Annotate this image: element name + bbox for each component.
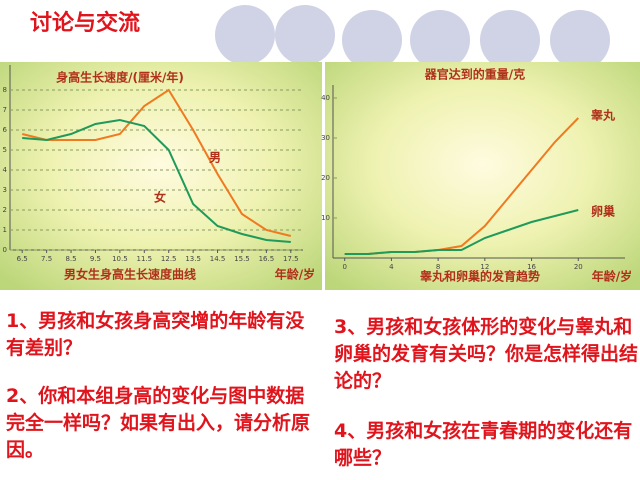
- question: 3、男孩和女孩体形的变化与睾丸和卵巢的发育有关吗？你是怎样得出结论的？: [334, 316, 639, 392]
- series-line: [22, 118, 291, 243]
- x-tick-label: 7.5: [41, 255, 52, 263]
- series-label: 男: [209, 151, 221, 165]
- y-tick-label: 7: [3, 106, 7, 114]
- x-tick-label: 17.5: [283, 255, 299, 263]
- y-tick-label: 4: [3, 166, 8, 174]
- x-tick-label: 14.5: [210, 255, 226, 263]
- chart-bg: [325, 62, 640, 290]
- y-tick-label: 40: [321, 94, 330, 102]
- decor: [215, 5, 610, 70]
- series-label: 睾丸: [591, 108, 616, 123]
- slide-title: 讨论与交流: [30, 10, 140, 36]
- x-tick-label: 10.5: [112, 255, 128, 263]
- x-tick-label: 6.5: [17, 255, 28, 263]
- question: 1、男孩和女孩身高突增的年龄有没有差别？: [6, 310, 305, 359]
- series-label: 女: [154, 190, 166, 205]
- x-tick-label: 0: [342, 263, 346, 271]
- x-axis-label: 年龄/岁: [275, 267, 315, 282]
- x-tick-label: 16: [527, 263, 536, 271]
- y-tick-label: 30: [321, 134, 330, 142]
- x-tick-label: 12.5: [161, 255, 177, 263]
- series-line: [344, 209, 579, 255]
- y-tick-label: 20: [321, 174, 330, 182]
- x-tick-label: 13.5: [185, 255, 201, 263]
- x-tick-label: 12: [480, 263, 489, 271]
- question: 2、你和本组身高的变化与图中数据完全一样吗？如果有出入，请分析原因。: [6, 385, 311, 461]
- series-label: 卵巢: [591, 204, 615, 219]
- y-tick-label: 1: [3, 226, 7, 234]
- y-tick-label: 10: [321, 214, 330, 222]
- y-tick-label: 5: [3, 146, 7, 154]
- question: 4、男孩和女孩在青春期的变化还有哪些？: [334, 420, 633, 469]
- y-tick-label: 0: [3, 246, 7, 254]
- x-tick-label: 20: [574, 263, 583, 271]
- chart-caption: 睾丸和卵巢的发育趋势: [420, 269, 540, 284]
- series-line: [21, 88, 292, 237]
- y-tick-label: 3: [3, 186, 7, 194]
- x-tick-label: 8: [436, 263, 440, 271]
- x-tick-label: 16.5: [259, 255, 275, 263]
- chart-bg: [0, 62, 322, 290]
- y-tick-label: 2: [3, 206, 7, 214]
- x-tick-label: 15.5: [234, 255, 250, 263]
- chart-title: 器官达到的重量/克: [424, 67, 525, 82]
- chart-caption: 男女生身高生长速度曲线: [64, 267, 196, 282]
- x-tick-label: 8.5: [65, 255, 76, 263]
- x-tick-label: 4: [389, 263, 394, 271]
- x-axis-label: 年龄/岁: [592, 269, 632, 284]
- chart-title: 身高生长速度/(厘米/年): [56, 70, 184, 85]
- x-tick-label: 9.5: [90, 255, 101, 263]
- y-tick-label: 6: [3, 126, 8, 134]
- x-tick-label: 11.5: [136, 255, 152, 263]
- y-tick-label: 8: [3, 86, 7, 94]
